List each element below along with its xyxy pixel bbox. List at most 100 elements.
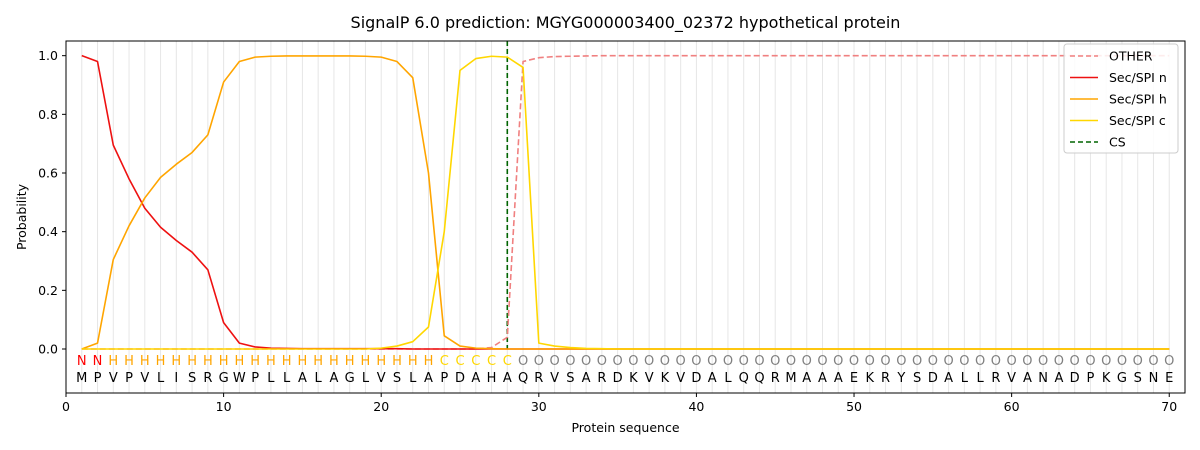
sequence-letter: Q <box>754 371 764 386</box>
x-axis-ticks: 0 10 20 30 40 50 60 70 <box>62 393 1177 414</box>
prediction-letter: O <box>707 354 717 369</box>
prediction-letter: O <box>565 354 575 369</box>
x-axis-label: Protein sequence <box>571 420 679 435</box>
sequence-letter: S <box>913 371 921 386</box>
sequence-letter: L <box>724 371 732 386</box>
sequence-letter: A <box>1023 371 1032 386</box>
prediction-letter: C <box>440 354 449 369</box>
prediction-letter: H <box>140 354 150 369</box>
y-tick-label: 1.0 <box>38 48 58 63</box>
sequence-letter: A <box>802 371 811 386</box>
sequence-letter: S <box>188 371 196 386</box>
sequence-letter: S <box>1134 371 1142 386</box>
prediction-letter: O <box>1085 354 1095 369</box>
sequence-letter: L <box>267 371 275 386</box>
prediction-letter: O <box>534 354 544 369</box>
prediction-letter: O <box>644 354 654 369</box>
prediction-letter: O <box>865 354 875 369</box>
sequence-letter: E <box>850 371 858 386</box>
sequence-letter: L <box>315 371 323 386</box>
prediction-letter: H <box>408 354 418 369</box>
prediction-letter: H <box>203 354 213 369</box>
sequence-letter: A <box>834 371 843 386</box>
prediction-letter: H <box>250 354 260 369</box>
prediction-letter: O <box>1117 354 1127 369</box>
prediction-letter: O <box>691 354 701 369</box>
sequence-letter: S <box>566 371 574 386</box>
sequence-letter: G <box>345 371 355 386</box>
sequence-letter: A <box>471 371 480 386</box>
sequence-letter: G <box>219 371 229 386</box>
sequence-letter: N <box>1149 371 1159 386</box>
legend-label: Sec/SPI n <box>1109 70 1167 85</box>
prediction-letter: C <box>471 354 480 369</box>
prediction-letter: O <box>802 354 812 369</box>
prediction-letter: O <box>912 354 922 369</box>
prediction-letter: O <box>1133 354 1143 369</box>
sequence-letter: M <box>785 371 796 386</box>
sequence-letter: Q <box>739 371 749 386</box>
legend-box <box>1063 43 1179 154</box>
sequence-letter: V <box>377 371 386 386</box>
sequence-letter: R <box>881 371 890 386</box>
sequence-letter: K <box>629 371 638 386</box>
sequence-letter: A <box>818 371 827 386</box>
sequence-letter: L <box>409 371 417 386</box>
prediction-letter: O <box>849 354 859 369</box>
y-tick-label: 0.4 <box>38 224 58 239</box>
prediction-letter: H <box>108 354 118 369</box>
plot-frame <box>65 40 1186 394</box>
prediction-letter: O <box>518 354 528 369</box>
chart-legend: OTHER Sec/SPI n Sec/SPI h Sec/SPI c CS <box>1063 43 1179 154</box>
sequence-letter: Q <box>518 371 528 386</box>
sequence-letter: I <box>174 371 178 386</box>
prediction-letter: H <box>266 354 276 369</box>
prediction-letter: C <box>487 354 496 369</box>
x-tick-label: 20 <box>373 399 389 414</box>
series-line-other <box>81 54 1170 350</box>
sequence-letter: V <box>550 371 559 386</box>
x-tick-label: 70 <box>1161 399 1177 414</box>
prediction-letter: O <box>1164 354 1174 369</box>
sequence-letter: R <box>597 371 606 386</box>
x-tick-label: 30 <box>531 399 547 414</box>
prediction-letter: O <box>660 354 670 369</box>
x-tick-label: 0 <box>62 399 70 414</box>
sequence-letter: D <box>1070 371 1080 386</box>
sequence-letter: N <box>1038 371 1048 386</box>
prediction-letter: O <box>628 354 638 369</box>
sequence-letter: A <box>944 371 953 386</box>
x-tick-label: 40 <box>688 399 704 414</box>
sequence-letter: H <box>487 371 497 386</box>
prediction-letter: N <box>77 354 87 369</box>
x-tick-label: 60 <box>1004 399 1020 414</box>
sequence-letter: E <box>1165 371 1173 386</box>
legend-label: OTHER <box>1109 49 1153 64</box>
sequence-letter: A <box>503 371 512 386</box>
x-tick-label: 10 <box>216 399 232 414</box>
legend-label: Sec/SPI c <box>1109 113 1166 128</box>
series-line-sec-spi-h <box>81 55 1170 350</box>
sequence-letter: V <box>140 371 149 386</box>
prediction-letter: O <box>770 354 780 369</box>
sequence-letter: M <box>76 371 87 386</box>
y-tick-label: 0.2 <box>38 283 58 298</box>
prediction-letter: O <box>1038 354 1048 369</box>
sequence-letter: L <box>157 371 165 386</box>
sequence-letters: NMNPHVHPHVHLHIHSHRHGHWHPHLHLHAHLHAHGHLHV… <box>76 354 1174 386</box>
prediction-letter: O <box>1148 354 1158 369</box>
prediction-letter: O <box>786 354 796 369</box>
sequence-letter: R <box>991 371 1000 386</box>
prediction-letter: H <box>298 354 308 369</box>
y-tick-label: 0.6 <box>38 166 58 181</box>
sequence-letter: P <box>94 371 102 386</box>
sequence-letter: W <box>233 371 246 386</box>
prediction-letter: O <box>1054 354 1064 369</box>
chart-title: SignalP 6.0 prediction: MGYG000003400_02… <box>351 13 901 33</box>
sequence-letter: D <box>691 371 701 386</box>
prediction-letter: H <box>361 354 371 369</box>
prediction-letter: H <box>171 354 181 369</box>
y-axis-ticks: 0.0 0.2 0.4 0.6 0.8 1.0 <box>38 48 66 357</box>
prediction-letter: O <box>1070 354 1080 369</box>
